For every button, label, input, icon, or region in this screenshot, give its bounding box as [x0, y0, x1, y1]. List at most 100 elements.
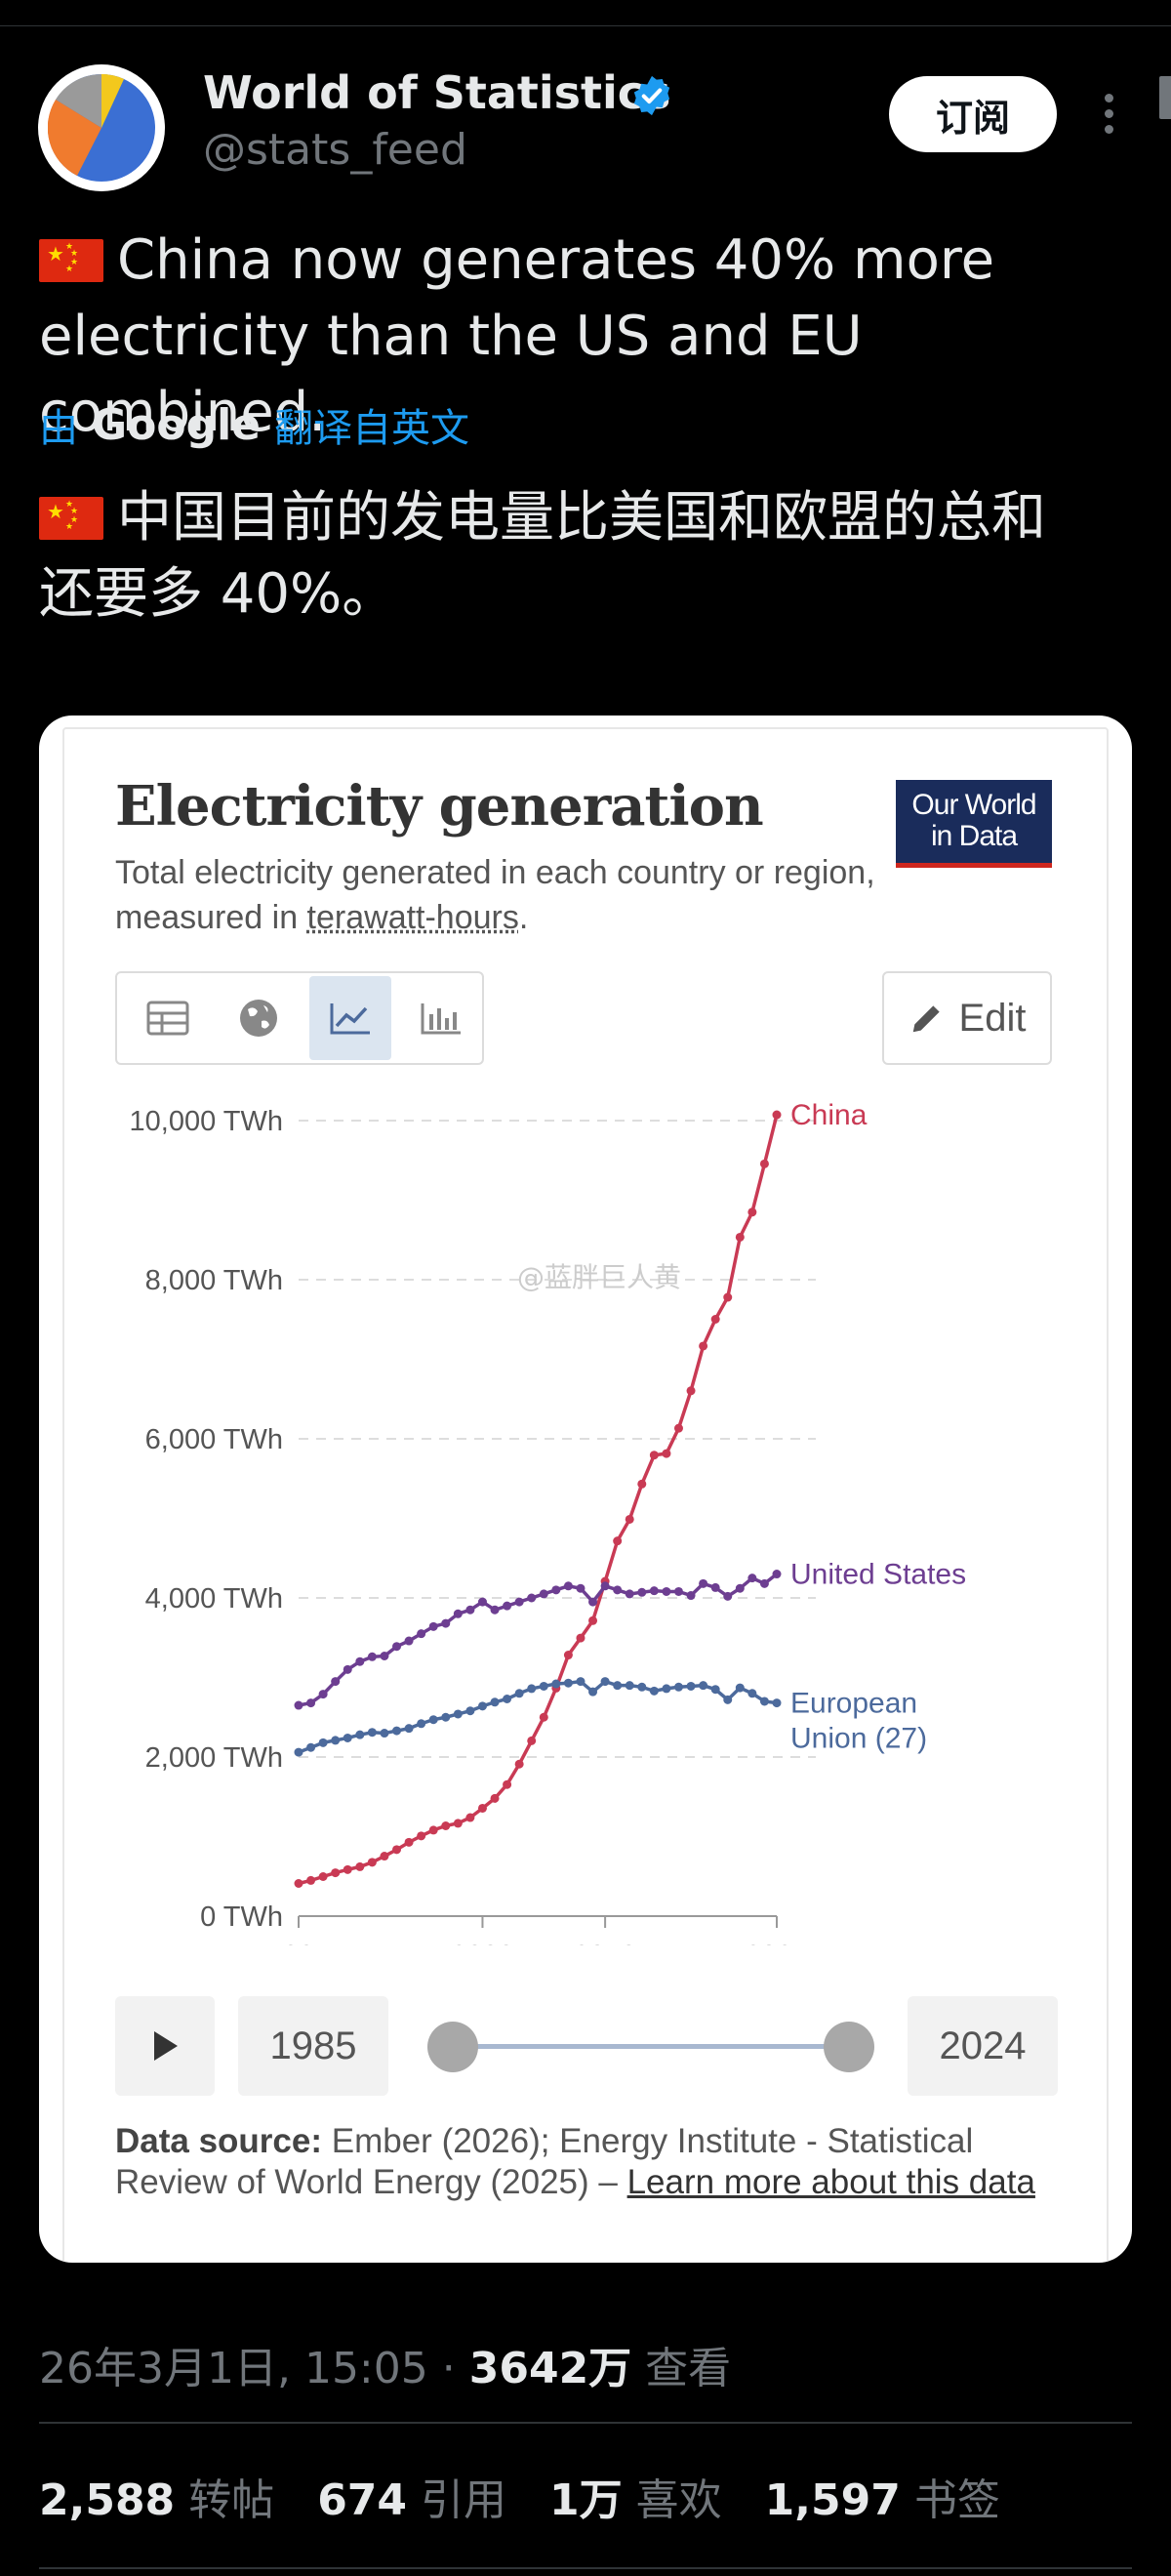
- data-point: [699, 1578, 708, 1588]
- series-line: [298, 1573, 779, 1707]
- tab-table[interactable]: [127, 976, 209, 1060]
- chart-title: Electricity generation: [115, 774, 764, 838]
- series-line: [298, 1114, 779, 1886]
- data-point: [527, 1684, 537, 1694]
- likes-stat[interactable]: 1万 喜欢: [549, 2475, 722, 2525]
- post-datetime[interactable]: 26年3月1日, 15:05: [39, 2344, 428, 2393]
- data-point: [527, 1593, 537, 1603]
- series-label: United States: [790, 1559, 966, 1591]
- tab-chart[interactable]: [309, 976, 391, 1060]
- data-point: [551, 1679, 561, 1689]
- learn-more-link[interactable]: Learn more about this data: [626, 2163, 1035, 2201]
- line-chart[interactable]: 0 TWh 2,000 TWh 4,000 TWh 6,000 TWh 8,000 TW…: [39, 1086, 1132, 1945]
- bookmarks-stat[interactable]: 1,597 书签: [764, 2475, 1000, 2525]
- stats-divider-top: [39, 2422, 1132, 2424]
- translate-suffix[interactable]: 翻译自英文: [274, 406, 469, 451]
- data-point: [453, 1819, 463, 1828]
- tweet-text-zh-line2: 还要多 40%。: [39, 562, 397, 626]
- data-point: [380, 1852, 389, 1861]
- data-point: [673, 1423, 683, 1433]
- data-point: [514, 1597, 524, 1607]
- owid-logo[interactable]: Our World in Data: [896, 780, 1052, 868]
- data-point: [514, 1759, 524, 1769]
- data-point: [294, 1747, 303, 1757]
- data-point: [306, 1742, 316, 1752]
- data-point: [551, 1585, 561, 1595]
- data-point: [723, 1292, 733, 1302]
- translate-attribution[interactable]: 由 Google 翻译自英文: [39, 396, 469, 453]
- end-year[interactable]: 2024: [908, 1996, 1058, 2096]
- reposts-stat[interactable]: 2,588 转帖: [39, 2475, 275, 2525]
- watermark: @蓝胖巨人黄: [517, 1261, 681, 1293]
- view-count: 3642万: [468, 2344, 632, 2393]
- quotes-stat[interactable]: 674 引用: [317, 2475, 507, 2525]
- data-point: [503, 1695, 512, 1704]
- data-point: [576, 1677, 586, 1687]
- data-point: [686, 1681, 696, 1691]
- start-year[interactable]: 1985: [238, 1996, 388, 2096]
- data-point: [759, 1159, 769, 1168]
- data-point: [380, 1729, 389, 1738]
- data-point: [637, 1682, 647, 1692]
- data-point: [343, 1864, 352, 1874]
- data-point: [662, 1449, 671, 1458]
- timeline-end-handle[interactable]: [824, 2022, 874, 2072]
- data-point: [710, 1315, 720, 1325]
- play-button[interactable]: [115, 1996, 215, 2096]
- data-point: [563, 1678, 573, 1688]
- data-point: [747, 1574, 757, 1583]
- data-point: [404, 1724, 414, 1734]
- data-point: [723, 1591, 733, 1601]
- data-point: [428, 1621, 438, 1631]
- scroll-indicator[interactable]: [1159, 76, 1171, 119]
- data-point: [331, 1868, 341, 1878]
- data-point: [735, 1232, 745, 1242]
- data-point: [441, 1820, 451, 1830]
- post-meta: 26年3月1日, 15:05 · 3642万 查看: [39, 2344, 732, 2393]
- china-flag-icon: ★ ★ ★ ★ ★: [39, 239, 103, 282]
- tweet-text-zh-line1: 中国目前的发电量比美国和欧盟的总和: [117, 486, 1046, 550]
- terawatt-hours-link[interactable]: terawatt-hours: [306, 899, 519, 936]
- y-tick-label: 4,000 TWh: [145, 1583, 283, 1615]
- bar-chart-icon: [421, 1003, 462, 1035]
- more-options-icon[interactable]: [1099, 94, 1118, 139]
- data-point: [428, 1715, 438, 1725]
- data-point: [294, 1700, 303, 1710]
- account-handle[interactable]: @stats_feed: [203, 125, 467, 175]
- verified-badge-icon: [633, 75, 670, 116]
- data-point: [637, 1479, 647, 1489]
- y-tick-label: 6,000 TWh: [145, 1424, 283, 1455]
- chart-subtitle: Total electricity generated in each coun…: [115, 854, 875, 936]
- data-point: [699, 1341, 708, 1351]
- data-point: [600, 1581, 610, 1591]
- data-point: [331, 1677, 341, 1687]
- data-point: [477, 1803, 487, 1813]
- subscribe-button[interactable]: 订阅: [889, 76, 1057, 152]
- source-label: Data source:: [115, 2122, 323, 2160]
- series-label: Union (27): [790, 1723, 927, 1755]
- data-point: [527, 1736, 537, 1745]
- data-point: [772, 1570, 782, 1579]
- data-point: [613, 1536, 623, 1546]
- data-point: [417, 1831, 426, 1841]
- data-point: [477, 1701, 487, 1711]
- avatar[interactable]: [38, 64, 165, 191]
- edit-label: Edit: [958, 996, 1027, 1040]
- data-point: [576, 1583, 586, 1593]
- data-source: Data source: Ember (2026); Energy Instit…: [115, 2121, 1052, 2203]
- timeline-track[interactable]: [443, 2044, 837, 2049]
- data-point: [355, 1861, 365, 1871]
- data-point: [735, 1683, 745, 1693]
- edit-button[interactable]: Edit: [882, 971, 1052, 1065]
- data-point: [392, 1642, 402, 1652]
- data-point: [649, 1586, 659, 1596]
- data-point: [453, 1609, 463, 1618]
- chart-card[interactable]: Electricity generation Total electricity…: [39, 716, 1132, 2263]
- tab-bar[interactable]: [401, 976, 483, 1060]
- tab-map[interactable]: [219, 976, 301, 1060]
- line-chart-icon: [330, 1003, 370, 1035]
- timeline-start-handle[interactable]: [427, 2022, 478, 2072]
- tweet-text: ★ ★ ★ ★ ★ China now generates 40% more electr…: [39, 223, 1151, 451]
- account-name[interactable]: World of Statistics: [203, 66, 671, 119]
- data-point: [465, 1813, 475, 1822]
